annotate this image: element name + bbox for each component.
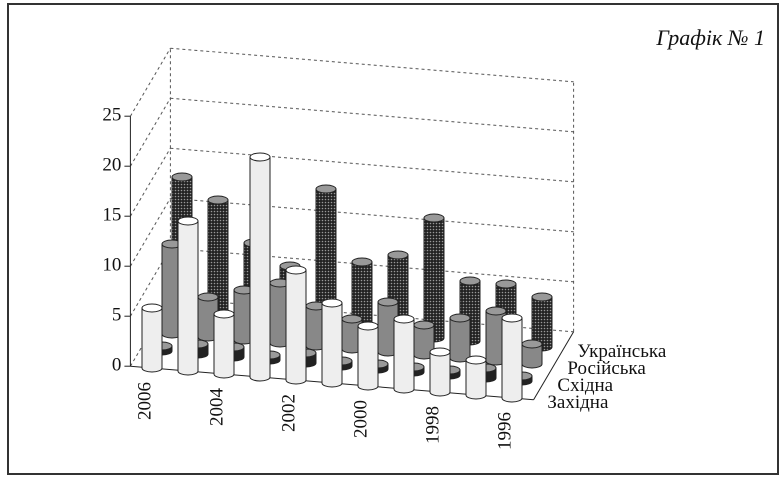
legend-label: Західна — [547, 392, 609, 413]
bar — [465, 359, 487, 400]
bar — [285, 269, 307, 385]
bar-top — [531, 292, 553, 302]
y-tick-label: 15 — [102, 205, 121, 226]
bar — [449, 317, 471, 363]
y-tick-label: 25 — [102, 105, 121, 126]
bar-top — [377, 297, 399, 307]
grid-line — [129, 247, 171, 317]
bar — [321, 302, 343, 388]
grid-line — [170, 197, 574, 233]
x-tick-label: 2006 — [134, 382, 155, 420]
bar-top — [213, 309, 235, 319]
bar-top — [321, 298, 343, 308]
chart-title: Графік № 1 — [655, 25, 765, 50]
bar — [249, 156, 271, 382]
bar-top — [521, 339, 543, 349]
bar-top — [465, 355, 487, 365]
grid-line — [129, 197, 171, 267]
x-tick-label: 2004 — [206, 388, 227, 427]
bar-top — [341, 314, 363, 324]
legend-label: Українська — [577, 341, 666, 362]
grid-line — [129, 47, 171, 117]
bar-top — [177, 216, 199, 226]
bar-top — [413, 320, 435, 330]
bar — [357, 325, 379, 391]
bar-top — [393, 314, 415, 324]
bar-top — [351, 257, 373, 267]
bar-top — [315, 184, 337, 194]
bar-top — [449, 313, 471, 323]
bar-top — [197, 292, 219, 302]
x-tick-label: 1996 — [494, 412, 515, 450]
bar-top — [485, 306, 507, 316]
bar-top — [207, 195, 229, 205]
bar-top — [459, 276, 481, 286]
grid-line — [170, 147, 574, 183]
bar — [177, 220, 199, 376]
bar-top — [423, 213, 445, 223]
grid-line — [170, 97, 574, 133]
bar-top — [141, 303, 163, 313]
grid-line — [170, 247, 574, 283]
legend-label: Російська — [567, 358, 646, 379]
bar-top — [171, 172, 193, 182]
grid-line — [129, 97, 171, 167]
y-tick-label: 10 — [102, 255, 121, 276]
bar — [213, 313, 235, 379]
bar — [141, 307, 163, 373]
bar-top — [285, 265, 307, 275]
bar-top — [387, 250, 409, 260]
bar-top — [249, 152, 271, 162]
x-tick-label: 1998 — [422, 406, 443, 444]
x-tick-label: 2000 — [350, 400, 371, 438]
grid-line — [170, 47, 574, 83]
grid-line — [129, 297, 171, 367]
bar — [429, 351, 451, 397]
bar — [501, 317, 523, 403]
bar-top — [429, 347, 451, 357]
bar-top — [357, 321, 379, 331]
depth-axis — [533, 331, 575, 401]
x-tick-label: 2002 — [278, 394, 299, 432]
grid-line — [129, 147, 171, 217]
bar-top — [501, 313, 523, 323]
y-tick-label: 20 — [102, 155, 121, 176]
bar-top — [495, 279, 517, 289]
y-tick-label: 0 — [112, 355, 122, 376]
legend-label: Східна — [557, 375, 613, 396]
frame — [7, 3, 779, 475]
y-tick-label: 5 — [112, 305, 122, 326]
bar — [393, 318, 415, 394]
